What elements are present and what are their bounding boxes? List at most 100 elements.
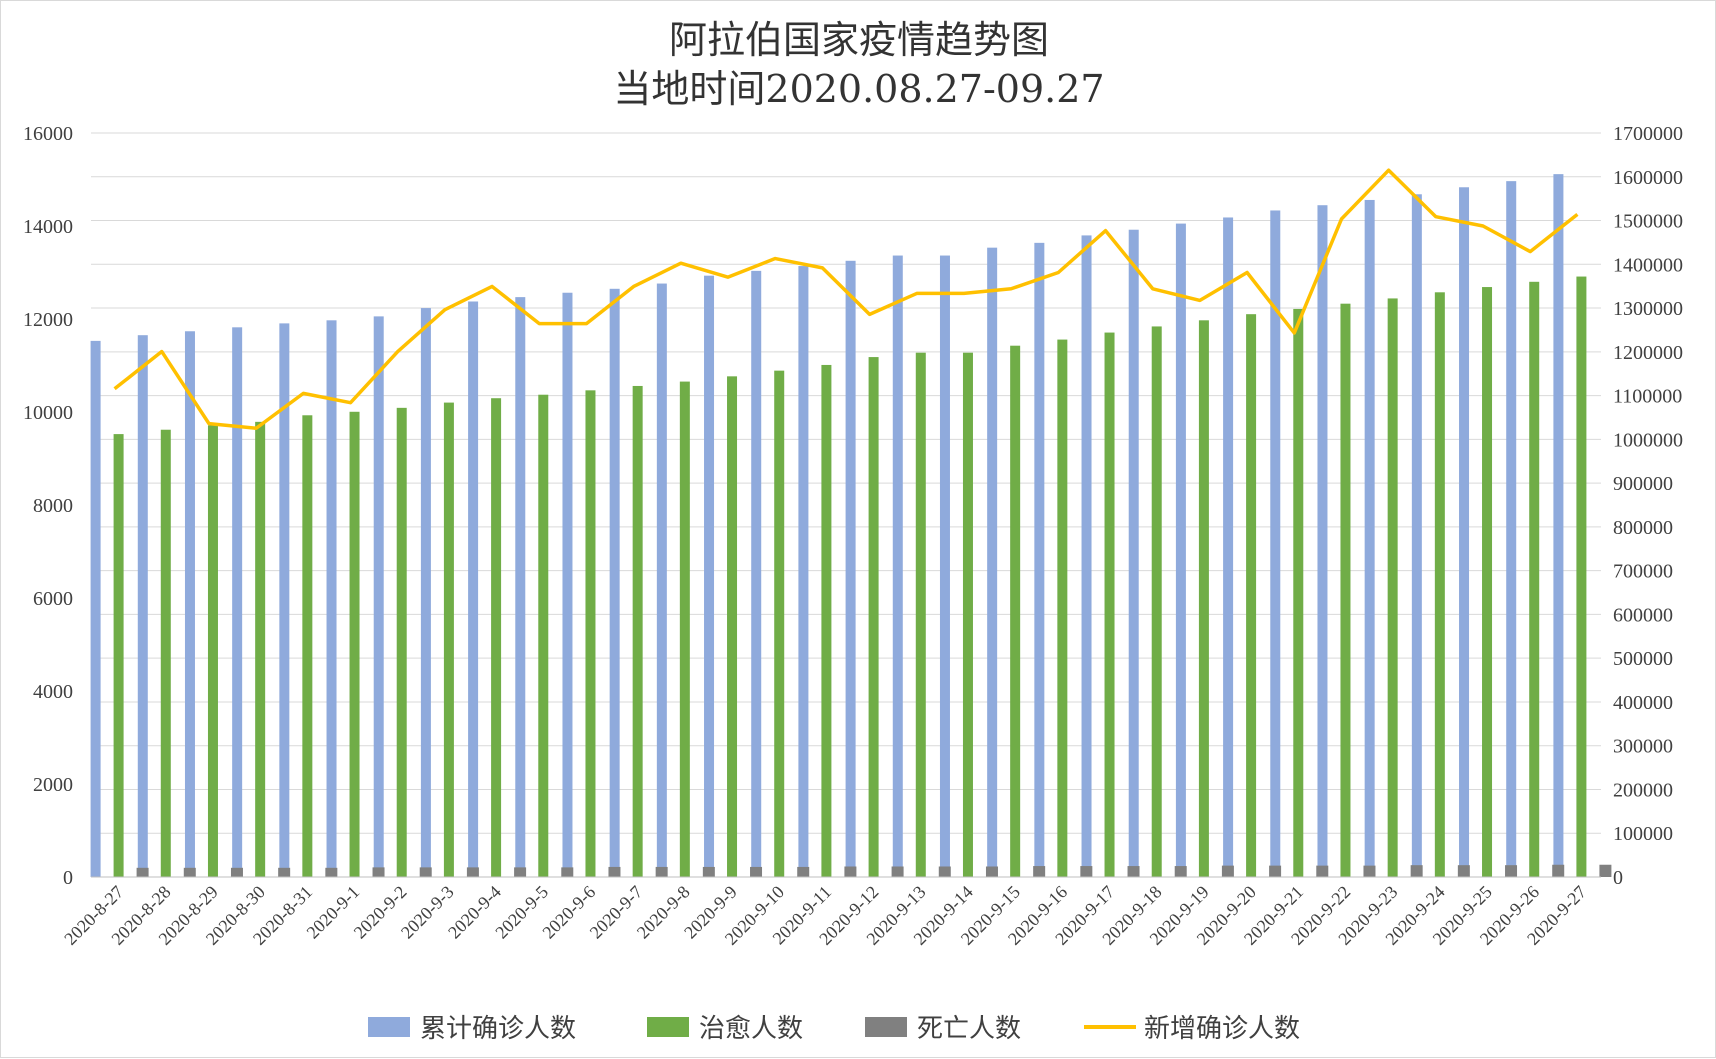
bar-recovered <box>302 415 312 877</box>
bar-recovered <box>491 398 501 877</box>
bar-recovered <box>350 412 360 877</box>
bar-cumulative <box>1034 243 1044 877</box>
bar-recovered <box>727 376 737 877</box>
bar-cumulative <box>91 341 101 877</box>
bar-recovered <box>680 382 690 877</box>
bar-cumulative <box>1553 174 1563 877</box>
bar-cumulative <box>1459 187 1469 877</box>
bar-recovered <box>1057 340 1067 877</box>
bar-deaths <box>1316 866 1328 877</box>
bar-deaths <box>1128 866 1140 877</box>
bar-cumulative <box>515 297 525 877</box>
bar-cumulative <box>1365 200 1375 877</box>
bar-deaths <box>137 868 149 877</box>
bar-deaths <box>514 867 526 877</box>
legend-label: 新增确诊人数 <box>1144 1014 1300 1044</box>
bar-recovered <box>1435 292 1445 877</box>
bar-deaths <box>1505 865 1517 877</box>
bar-recovered <box>1529 282 1539 877</box>
bar-recovered <box>1340 304 1350 877</box>
bar-deaths <box>184 868 196 877</box>
bar-cumulative <box>1412 194 1422 877</box>
bar-cumulative <box>798 266 808 877</box>
left-axis-tick-label: 10000 <box>23 402 73 424</box>
right-axis-tick-label: 500000 <box>1613 648 1673 670</box>
left-axis-tick-label: 8000 <box>33 495 73 517</box>
bar-recovered <box>208 425 218 877</box>
bar-deaths <box>1363 866 1375 877</box>
bar-deaths <box>703 867 715 877</box>
chart-subtitle: 当地时间2020.08.27-09.27 <box>613 67 1104 111</box>
bar-deaths <box>373 867 385 877</box>
right-axis-tick-label: 900000 <box>1613 473 1673 495</box>
bar-cumulative <box>327 320 337 877</box>
right-axis-tick-label: 600000 <box>1613 604 1673 626</box>
bar-deaths <box>278 868 290 877</box>
bar-deaths <box>656 867 668 877</box>
bar-deaths <box>325 868 337 877</box>
left-axis-tick-label: 0 <box>63 867 73 889</box>
bar-recovered <box>444 403 454 877</box>
bar-cumulative <box>1082 235 1092 877</box>
bar-recovered <box>1199 320 1209 877</box>
right-axis-tick-label: 1500000 <box>1613 211 1683 233</box>
bar-recovered <box>585 390 595 877</box>
bar-cumulative <box>704 276 714 877</box>
bar-recovered <box>1576 277 1586 877</box>
bar-deaths <box>608 867 620 877</box>
right-axis-tick-label: 1000000 <box>1613 429 1683 451</box>
bar-cumulative <box>1506 181 1516 877</box>
bar-cumulative <box>562 293 572 877</box>
right-axis-tick-label: 1200000 <box>1613 342 1683 364</box>
bar-recovered <box>916 353 926 877</box>
bar-cumulative <box>421 308 431 877</box>
right-axis-tick-label: 1600000 <box>1613 167 1683 189</box>
bar-recovered <box>1105 333 1115 877</box>
bar-deaths <box>939 866 951 877</box>
bar-deaths <box>1552 865 1564 877</box>
bar-cumulative <box>1317 205 1327 877</box>
bar-cumulative <box>940 256 950 877</box>
bar-deaths <box>420 867 432 877</box>
bars <box>91 174 1612 877</box>
bar-recovered <box>821 365 831 877</box>
left-axis-tick-label: 12000 <box>23 309 73 331</box>
bar-recovered <box>1152 326 1162 877</box>
bar-deaths <box>467 867 479 877</box>
left-axis-tick-label: 14000 <box>23 216 73 238</box>
right-axis-tick-label: 0 <box>1613 867 1623 889</box>
right-axis-tick-label: 700000 <box>1613 561 1673 583</box>
bar-recovered <box>1293 309 1303 877</box>
bar-deaths <box>1269 866 1281 877</box>
bar-recovered <box>114 434 124 877</box>
left-axis-tick-label: 6000 <box>33 588 73 610</box>
bar-deaths <box>844 866 856 877</box>
bar-recovered <box>1482 287 1492 877</box>
bar-cumulative <box>751 271 761 877</box>
bar-recovered <box>1388 298 1398 877</box>
legend: 累计确诊人数治愈人数死亡人数新增确诊人数 <box>368 1014 1300 1044</box>
bar-recovered <box>255 422 265 877</box>
bar-recovered <box>774 371 784 877</box>
bar-cumulative <box>138 335 148 877</box>
bar-recovered <box>869 357 879 877</box>
bar-cumulative <box>468 301 478 877</box>
bar-deaths <box>750 867 762 877</box>
legend-label: 累计确诊人数 <box>420 1014 576 1044</box>
bar-recovered <box>397 408 407 877</box>
legend-swatch <box>865 1017 907 1037</box>
right-axis-tick-label: 1700000 <box>1613 123 1683 145</box>
bar-deaths <box>561 867 573 877</box>
left-axis-tick-label: 16000 <box>23 123 73 145</box>
bar-cumulative <box>846 261 856 877</box>
right-axis-tick-label: 200000 <box>1613 779 1673 801</box>
legend-swatch <box>647 1017 689 1037</box>
bar-cumulative <box>185 331 195 877</box>
bar-deaths <box>1222 866 1234 877</box>
bar-deaths <box>231 868 243 877</box>
bar-deaths <box>1033 866 1045 877</box>
bar-cumulative <box>232 327 242 877</box>
bar-deaths <box>1080 866 1092 877</box>
